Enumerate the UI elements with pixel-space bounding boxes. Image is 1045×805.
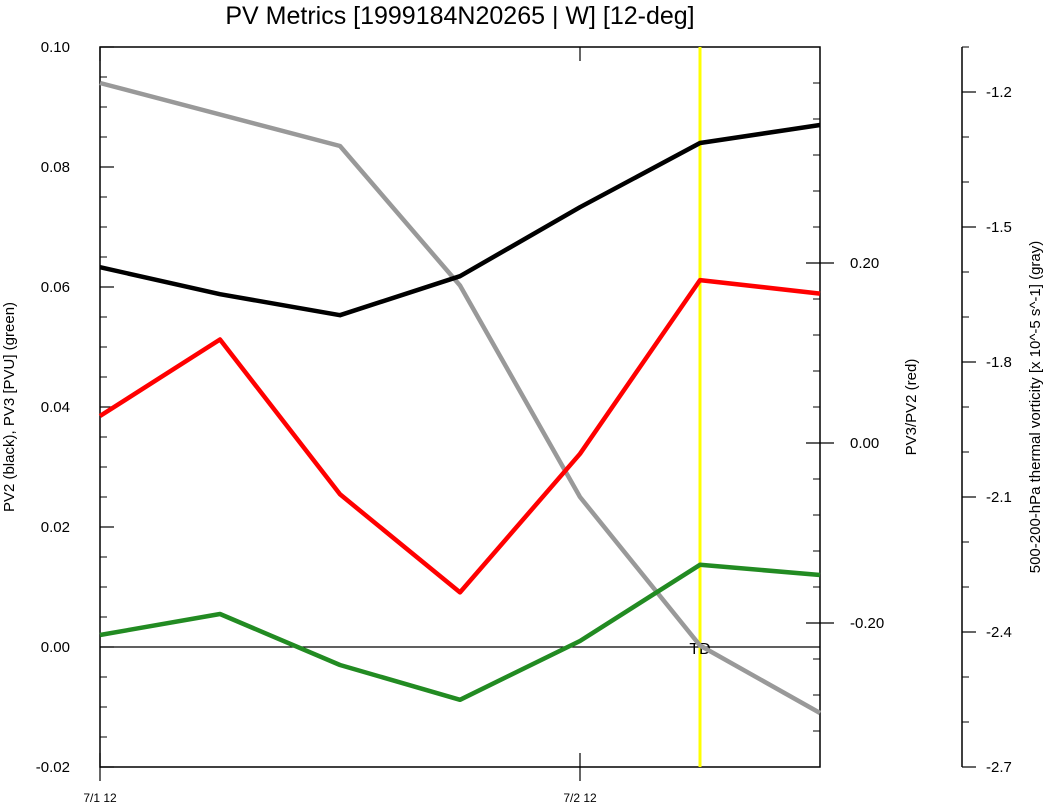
td-marker-label: TD [689, 641, 710, 658]
black-pv2-line [99, 122, 821, 318]
far-tick-label: -1.8 [986, 354, 1012, 371]
right-tick-label: -0.20 [850, 615, 884, 632]
far-tick-label: -2.4 [986, 624, 1012, 641]
right-axis: -0.20 0.00 0.20 [806, 46, 884, 768]
far-right-axis: -1.2 -1.5 -1.8 -2.1 -2.4 -2.7 [961, 46, 1012, 776]
left-tick-label: 0.00 [41, 639, 70, 656]
left-tick-label: 0.08 [41, 159, 70, 176]
x-axis: 7/1 12 7/2 12 [83, 47, 597, 805]
left-axis: -0.02 0.00 0.02 0.04 0.06 0.08 0.10 [36, 39, 114, 776]
plot-frame [99, 46, 821, 768]
chart-title: PV Metrics [1999184N20265 | W] [12-deg] [225, 2, 694, 30]
left-tick-label: 0.10 [41, 39, 70, 56]
right-axis-label: PV3/PV2 (red) [903, 359, 920, 456]
left-tick-label: -0.02 [36, 759, 70, 776]
red-ratio-line [98, 277, 821, 595]
far-tick-label: -2.7 [986, 759, 1012, 776]
far-tick-label: -1.2 [986, 84, 1012, 101]
far-right-axis-label: 500-200-hPa thermal vorticity [x 10^-5 s… [1027, 241, 1044, 574]
left-axis-label: PV2 (black), PV3 [PVU] (green) [1, 302, 18, 512]
far-tick-label: -2.1 [986, 489, 1012, 506]
left-tick-label: 0.04 [41, 399, 70, 416]
left-tick-label: 0.02 [41, 519, 70, 536]
green-pv3-line [99, 562, 821, 703]
right-tick-label: 0.20 [850, 255, 879, 272]
x-tick-label: 7/1 12 [83, 791, 117, 805]
right-tick-label: 0.00 [850, 435, 879, 452]
left-tick-label: 0.06 [41, 279, 70, 296]
x-tick-label: 7/2 12 [563, 791, 597, 805]
gray-vorticity-line [99, 80, 822, 715]
far-tick-label: -1.5 [986, 219, 1012, 236]
